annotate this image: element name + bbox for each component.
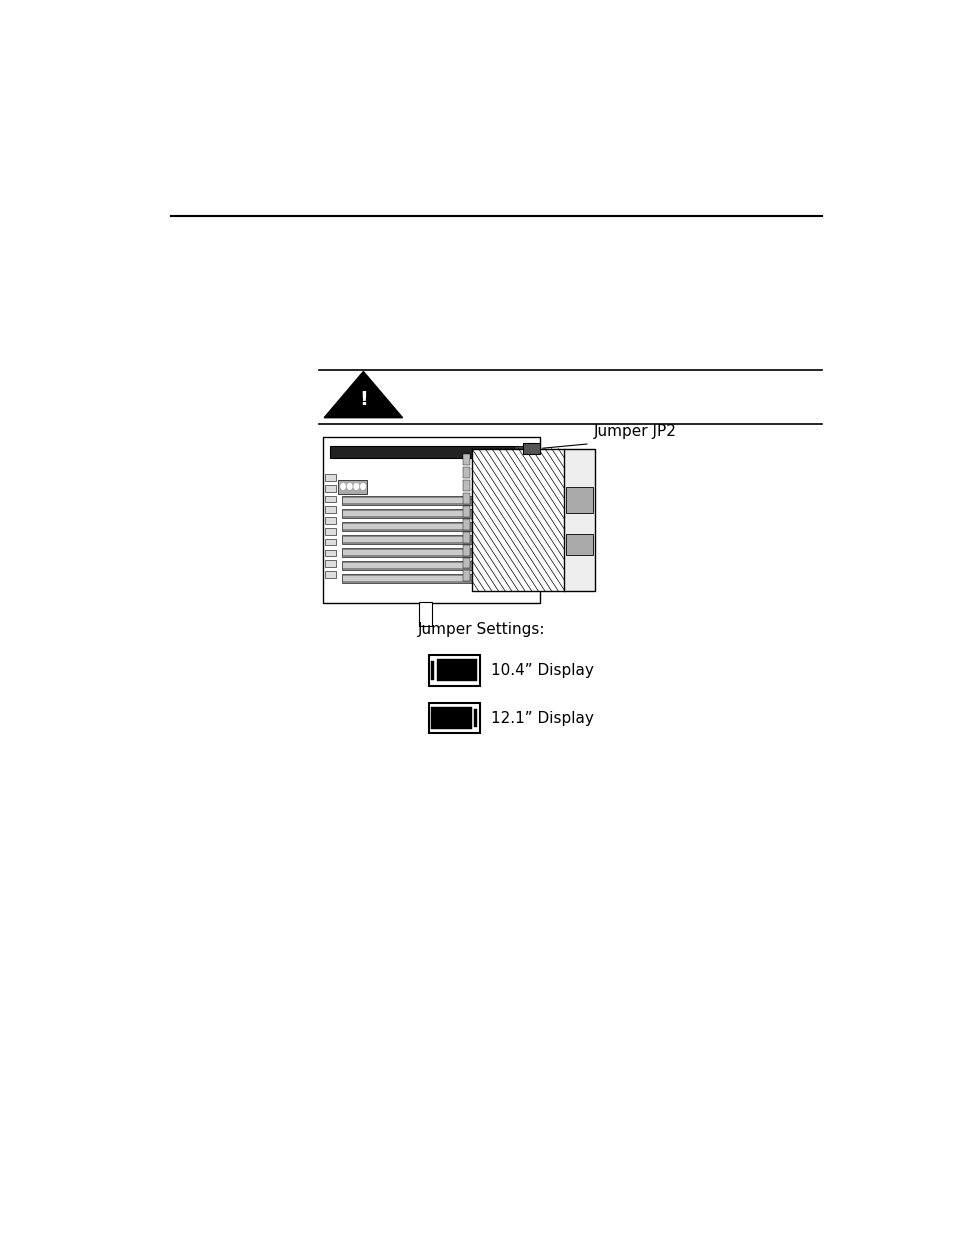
Bar bbox=[337, 479, 367, 494]
Bar bbox=[462, 493, 470, 504]
Text: 10.4” Display: 10.4” Display bbox=[490, 663, 593, 678]
Bar bbox=[343, 563, 470, 568]
Bar bbox=[429, 703, 479, 734]
Bar bbox=[323, 437, 539, 603]
Bar bbox=[324, 506, 335, 513]
Bar bbox=[324, 571, 335, 578]
Bar bbox=[343, 511, 470, 516]
Text: Jumper JP2: Jumper JP2 bbox=[593, 424, 676, 438]
Bar bbox=[418, 601, 432, 626]
Bar bbox=[324, 529, 335, 535]
Bar bbox=[343, 550, 470, 555]
Bar bbox=[523, 443, 539, 454]
Text: !: ! bbox=[358, 390, 368, 409]
Bar bbox=[566, 487, 592, 513]
Bar bbox=[341, 496, 472, 505]
Bar bbox=[341, 535, 472, 545]
Polygon shape bbox=[324, 372, 402, 417]
Bar bbox=[431, 708, 472, 729]
Circle shape bbox=[340, 484, 345, 489]
Bar bbox=[563, 448, 595, 592]
Bar bbox=[341, 509, 472, 519]
Bar bbox=[343, 524, 470, 529]
Bar bbox=[462, 557, 470, 568]
Bar bbox=[341, 574, 472, 583]
Bar bbox=[514, 447, 535, 456]
Bar bbox=[462, 454, 470, 464]
Bar bbox=[566, 534, 592, 556]
Bar bbox=[462, 480, 470, 490]
Bar bbox=[462, 467, 470, 478]
Bar bbox=[474, 709, 476, 727]
Bar bbox=[341, 562, 472, 571]
Bar bbox=[324, 517, 335, 524]
Bar bbox=[324, 485, 335, 492]
Bar bbox=[324, 538, 335, 546]
Circle shape bbox=[347, 484, 352, 489]
Bar bbox=[462, 506, 470, 516]
Bar bbox=[462, 545, 470, 556]
Bar bbox=[343, 498, 470, 503]
Bar bbox=[431, 661, 434, 679]
Bar bbox=[324, 495, 335, 503]
Text: 12.1” Display: 12.1” Display bbox=[490, 710, 593, 725]
Bar bbox=[429, 655, 479, 685]
Bar bbox=[330, 447, 517, 458]
Circle shape bbox=[360, 484, 365, 489]
Bar bbox=[341, 548, 472, 557]
Bar bbox=[343, 577, 470, 580]
Bar bbox=[324, 561, 335, 567]
Bar bbox=[343, 537, 470, 542]
Bar bbox=[324, 474, 335, 480]
Bar bbox=[436, 659, 476, 680]
Bar bbox=[462, 531, 470, 542]
Text: Jumper Settings:: Jumper Settings: bbox=[417, 622, 544, 637]
Bar bbox=[341, 522, 472, 531]
Bar bbox=[324, 550, 335, 556]
Bar bbox=[462, 571, 470, 582]
Circle shape bbox=[354, 484, 358, 489]
Bar bbox=[472, 448, 564, 592]
Bar bbox=[462, 519, 470, 530]
